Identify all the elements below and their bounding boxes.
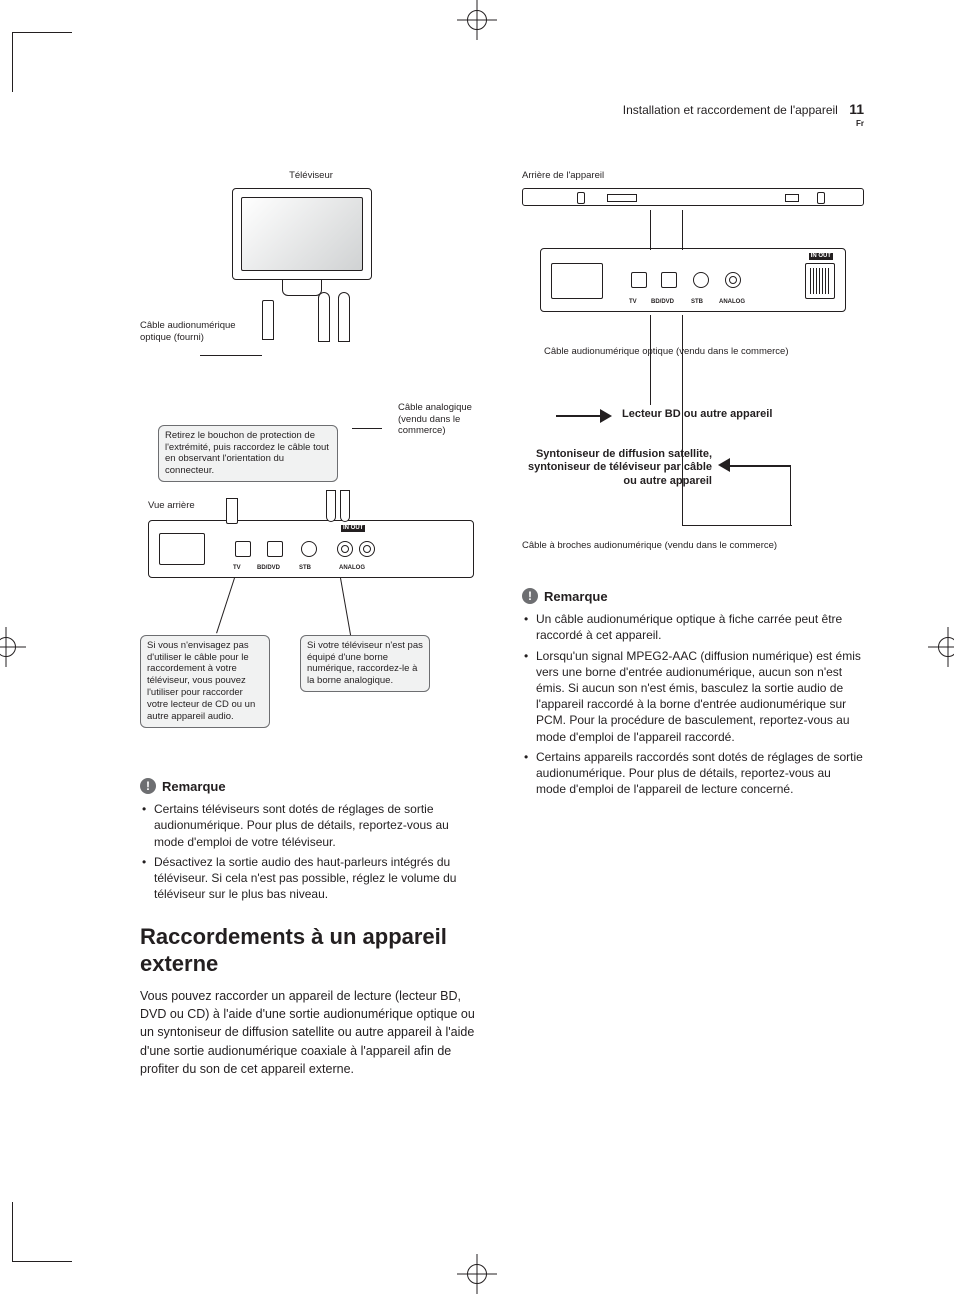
cable-path <box>650 315 651 405</box>
note-heading-right: ! Remarque <box>522 588 864 606</box>
port-stb <box>693 272 709 288</box>
note-item: Un câble audionumérique optique à fiche … <box>522 611 864 643</box>
device-top-icon <box>522 188 864 206</box>
optical-plug-icon <box>226 498 238 524</box>
note-item: Certains appareils raccordés sont dotés … <box>522 749 864 798</box>
cable-path <box>790 465 791 525</box>
registration-mark-bottom <box>463 1260 491 1288</box>
port-tv-label: TV <box>629 299 637 307</box>
callout-remove-cap: Retirez le bouchon de protection de l'ex… <box>158 425 338 483</box>
note-list-left: Certains téléviseurs sont dotés de régla… <box>140 801 482 902</box>
left-diagram: Téléviseur Câble audionumérique optique … <box>140 170 482 760</box>
section-heading: Raccordements à un appareil externe <box>140 924 482 977</box>
note-item: Certains téléviseurs sont dotés de régla… <box>140 801 482 850</box>
optical-cable-label: Câble audionumérique optique (fourni) <box>140 320 240 344</box>
port-inout-label: IN OUT <box>809 253 833 261</box>
port-bddvd-label: BD/DVD <box>257 565 280 573</box>
rear-panel: TV BD/DVD STB ANALOG IN OUT <box>148 520 474 578</box>
port-tv <box>631 272 647 288</box>
panel-detail-icon <box>551 263 603 299</box>
analog-cable-label: Câble analogique (vendu dans le commerce… <box>398 402 482 438</box>
page-content: Installation et raccordement de l'appare… <box>140 100 864 1194</box>
page-header: Installation et raccordement de l'appare… <box>140 100 864 130</box>
port-tv <box>235 541 251 557</box>
registration-mark-right <box>934 633 954 661</box>
optical-connector-icon <box>262 300 274 340</box>
cable-path <box>650 210 651 250</box>
port-analog-l <box>337 541 353 557</box>
port-stb-label: STB <box>299 565 311 573</box>
tv-stand-icon <box>282 280 322 296</box>
port-tv-label: TV <box>233 565 241 573</box>
arrow-right-icon <box>600 409 612 423</box>
tv-label: Téléviseur <box>289 170 333 182</box>
analog-plug-icon-r <box>340 490 350 522</box>
registration-mark-left <box>0 633 20 661</box>
registration-mark-top <box>463 6 491 34</box>
port-analog-r <box>359 541 375 557</box>
cable-line <box>556 415 600 417</box>
coax-cable-label: Câble à broches audionumérique (vendu da… <box>522 540 864 552</box>
callout-cd-audio: Si vous n'envisagez pas d'utiliser le câ… <box>140 635 270 728</box>
cable-line <box>730 465 790 467</box>
note-icon: ! <box>140 778 156 794</box>
left-column: Téléviseur Câble audionumérique optique … <box>140 170 482 1078</box>
right-diagram: Arrière de l'appareil TV BD/DVD STB <box>522 170 864 570</box>
note-icon: ! <box>522 588 538 604</box>
analog-connector-icon-l <box>318 292 330 342</box>
section-body: Vous pouvez raccorder un appareil de lec… <box>140 987 482 1078</box>
port-stb <box>301 541 317 557</box>
note-item: Désactivez la sortie audio des haut-parl… <box>140 854 482 903</box>
crop-mark-tl <box>12 32 72 92</box>
page-number: 11 <box>849 101 864 117</box>
leader-line <box>352 428 382 429</box>
port-bddvd-label: BD/DVD <box>651 299 674 307</box>
analog-connector-icon-r <box>338 292 350 342</box>
port-bddvd <box>267 541 283 557</box>
port-bddvd <box>661 272 677 288</box>
port-stb-label: STB <box>691 299 703 307</box>
header-section-title: Installation et raccordement de l'appare… <box>623 103 838 117</box>
note-list-right: Un câble audionumérique optique à fiche … <box>522 611 864 797</box>
bd-player-label: Lecteur BD ou autre appareil <box>622 408 854 422</box>
rear-label: Arrière de l'appareil <box>522 170 604 182</box>
port-inout-label: IN OUT <box>341 525 365 533</box>
note-item: Lorsqu'un signal MPEG2-AAC (diffusion nu… <box>522 648 864 745</box>
tv-icon <box>232 188 372 280</box>
arrow-left-icon <box>718 458 730 472</box>
tuner-label: Syntoniseur de diffusion satellite, synt… <box>522 448 712 489</box>
optical-cable-label-right: Câble audionumérique optique (vendu dans… <box>544 346 842 358</box>
port-analog <box>725 272 741 288</box>
panel-tail-icon <box>805 263 835 299</box>
rear-panel-right: TV BD/DVD STB ANALOG IN OUT <box>540 248 846 312</box>
cable-path <box>682 315 683 525</box>
rear-view-label: Vue arrière <box>148 500 195 512</box>
right-column: Arrière de l'appareil TV BD/DVD STB <box>522 170 864 802</box>
leader-line <box>340 578 351 635</box>
leader-line <box>216 578 235 633</box>
leader-line <box>200 355 262 356</box>
cable-path <box>682 525 792 526</box>
note-heading-left: ! Remarque <box>140 778 482 796</box>
cable-path <box>682 210 683 250</box>
panel-detail-icon <box>159 533 205 565</box>
callout-analog-port: Si votre téléviseur n'est pas équipé d'u… <box>300 635 430 693</box>
page-locale: Fr <box>140 119 864 130</box>
analog-plug-icon-l <box>326 490 336 522</box>
note-heading-text: Remarque <box>162 778 226 796</box>
crop-mark-bl <box>12 1202 72 1262</box>
port-analog-label: ANALOG <box>719 299 745 307</box>
note-heading-text: Remarque <box>544 588 608 606</box>
port-analog-label: ANALOG <box>339 565 365 573</box>
